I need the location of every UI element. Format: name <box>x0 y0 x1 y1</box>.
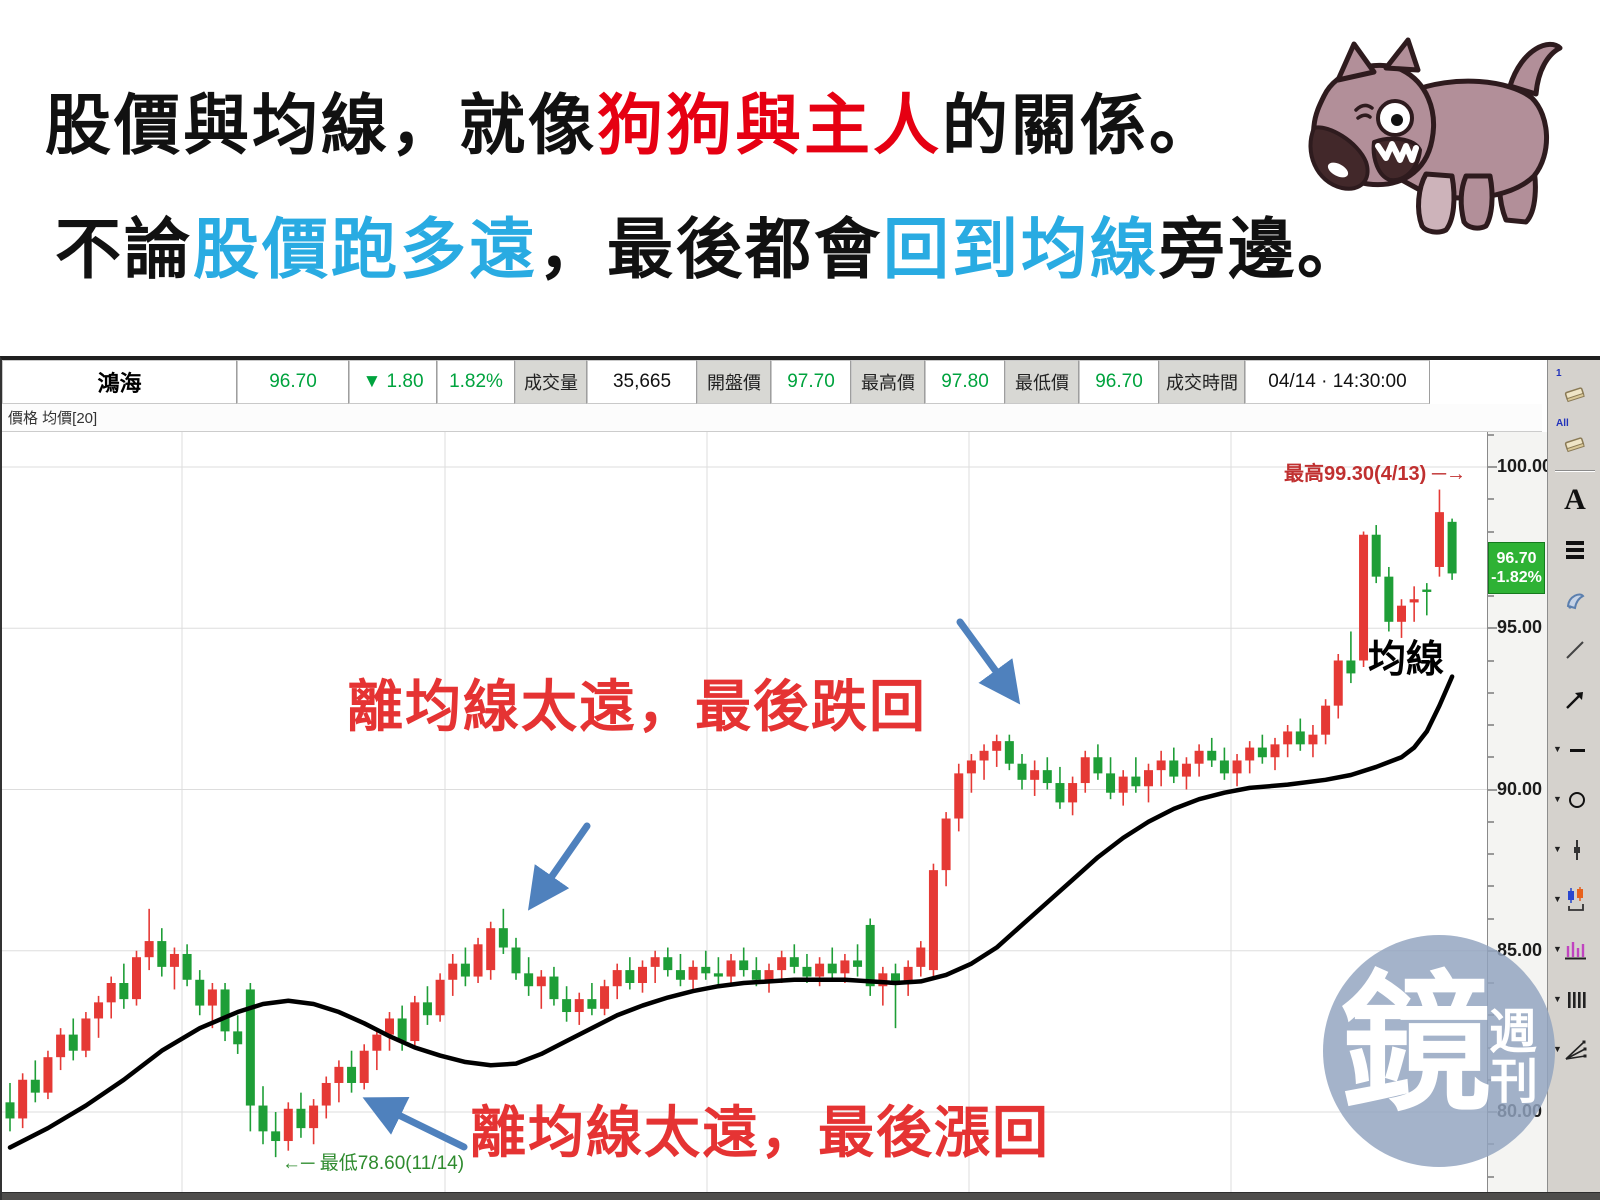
volume-label: 成交量 <box>515 360 587 404</box>
eraser-one-label: 1 <box>1556 368 1562 379</box>
axis-tick <box>1488 820 1494 823</box>
axis-tick <box>1488 853 1494 855</box>
headline-text: ，最後都會 <box>538 212 883 286</box>
axis-tick <box>1488 627 1497 630</box>
tag-pct: -1.82% <box>1491 569 1542 586</box>
axis-tick <box>1488 885 1494 888</box>
axis-tick <box>1488 433 1494 436</box>
pin-tool-icon[interactable]: ▼ <box>1552 825 1598 875</box>
axis-tick <box>1488 1175 1494 1178</box>
window-bottom-bar <box>2 1192 1600 1200</box>
headline-text: 旁邊。 <box>1159 212 1366 286</box>
annotation-fell-back: 離均線太遠，最後跌回 <box>347 675 927 738</box>
axis-label: 90.00 <box>1497 778 1543 799</box>
axis-tick <box>1488 756 1494 759</box>
axis-label: 85.00 <box>1497 939 1543 960</box>
fan-tool-icon[interactable]: ▼ <box>1552 1025 1598 1075</box>
low-label: 最低價 <box>1005 360 1079 404</box>
headline-line2: 不論股價跑多遠，最後都會回到均線旁邊。 <box>55 196 1366 292</box>
text-tool-icon[interactable]: A <box>1552 475 1598 525</box>
drawing-toolbar: 1 All A ▼ ▼ <box>1547 360 1600 1192</box>
ma-line-label: 均線 <box>1368 639 1445 681</box>
stock-name: 鴻海 <box>2 360 237 404</box>
indicator-label: 價格 均價[20] <box>8 410 98 427</box>
bars-tool-icon[interactable]: ▼ <box>1552 975 1598 1025</box>
candlestick-chart[interactable]: 離均線太遠，最後跌回 離均線太遠，最後漲回 最高99.30(4/13) ─→ ←… <box>2 432 1487 1192</box>
axis-tick <box>1488 498 1494 501</box>
indicator-row: 價格 均價[20] <box>2 404 1542 432</box>
arrow-tool-icon[interactable] <box>1552 675 1598 725</box>
axis-tick <box>1488 917 1494 920</box>
price-change-pct: 1.82% <box>437 360 515 404</box>
highest-price-label: 最高99.30(4/13) ─→ <box>1284 463 1467 485</box>
eraser-all-icon[interactable]: All <box>1552 416 1598 466</box>
eraser-all-label: All <box>1556 418 1569 429</box>
headline-text-blue: 回到均線 <box>883 212 1159 286</box>
trade-time-value: 04/14 · 14:30:00 <box>1245 360 1430 404</box>
candle-tool-icon[interactable]: ▼ <box>1552 875 1598 925</box>
volume-value: 35,665 <box>587 360 697 404</box>
headline-line1: 股價與均線，就像狗狗與主人的關係。 <box>45 72 1218 168</box>
axis-tick <box>1488 724 1494 726</box>
open-value: 97.70 <box>771 360 851 404</box>
lowest-price-label: ←─ 最低78.60(11/14) <box>282 1153 465 1174</box>
headline-text: 不論 <box>55 212 193 286</box>
watermark-bottom-char: 刊 <box>1490 1056 1539 1109</box>
axis-label: 95.00 <box>1497 617 1543 638</box>
high-label: 最高價 <box>851 360 925 404</box>
headline-text-red: 狗狗與主人 <box>597 88 942 162</box>
candlestick-plot[interactable] <box>2 432 1487 1192</box>
trading-app-window: 鴻海 96.70 ▼ 1.80 1.82% 成交量 35,665 開盤價 97.… <box>0 356 1600 1200</box>
dog-cartoon-image <box>1308 37 1563 235</box>
hand-tool-icon[interactable] <box>1552 575 1598 625</box>
axis-tick <box>1488 530 1494 533</box>
tag-price: 96.70 <box>1496 549 1537 567</box>
price-change: ▼ 1.80 <box>349 360 437 404</box>
thick-lines-icon[interactable] <box>1552 525 1598 575</box>
quote-bar: 鴻海 96.70 ▼ 1.80 1.82% 成交量 35,665 開盤價 97.… <box>2 360 1542 405</box>
last-price: 96.70 <box>237 360 349 404</box>
histogram-tool-icon[interactable]: ▼ <box>1553 942 1586 960</box>
last-price-tag: 96.70 -1.82% <box>1488 542 1545 594</box>
high-value: 97.80 <box>925 360 1005 404</box>
open-label: 開盤價 <box>697 360 771 404</box>
trade-time-label: 成交時間 <box>1159 360 1245 404</box>
headline-text-blue: 股價跑多遠 <box>193 212 538 286</box>
headline-text: 股價與均線，就像 <box>45 88 597 162</box>
circle-tool-icon[interactable]: ▼ <box>1552 775 1598 825</box>
axis-tick <box>1488 466 1497 468</box>
headline-text: 的關係。 <box>942 88 1218 162</box>
eraser-one-icon[interactable]: 1 <box>1552 366 1598 416</box>
axis-label: 100.00 <box>1497 456 1553 476</box>
axis-tick <box>1488 788 1497 791</box>
watermark-main-char: 鏡 <box>1341 960 1492 1128</box>
text-tool-label: A <box>1564 483 1586 516</box>
line-tool-icon[interactable] <box>1552 625 1598 675</box>
axis-tick <box>1488 595 1494 597</box>
axis-tick <box>1488 659 1494 662</box>
low-value: 96.70 <box>1079 360 1159 404</box>
annotation-rose-back: 離均線太遠，最後漲回 <box>470 1101 1050 1164</box>
toolbar-divider <box>1555 470 1595 471</box>
hline-tool-icon[interactable]: ▼ <box>1552 725 1598 775</box>
axis-tick <box>1488 691 1494 694</box>
watermark-top-char: 週 <box>1489 1006 1538 1059</box>
mirror-media-watermark: 鏡 週 刊 <box>1323 935 1555 1167</box>
